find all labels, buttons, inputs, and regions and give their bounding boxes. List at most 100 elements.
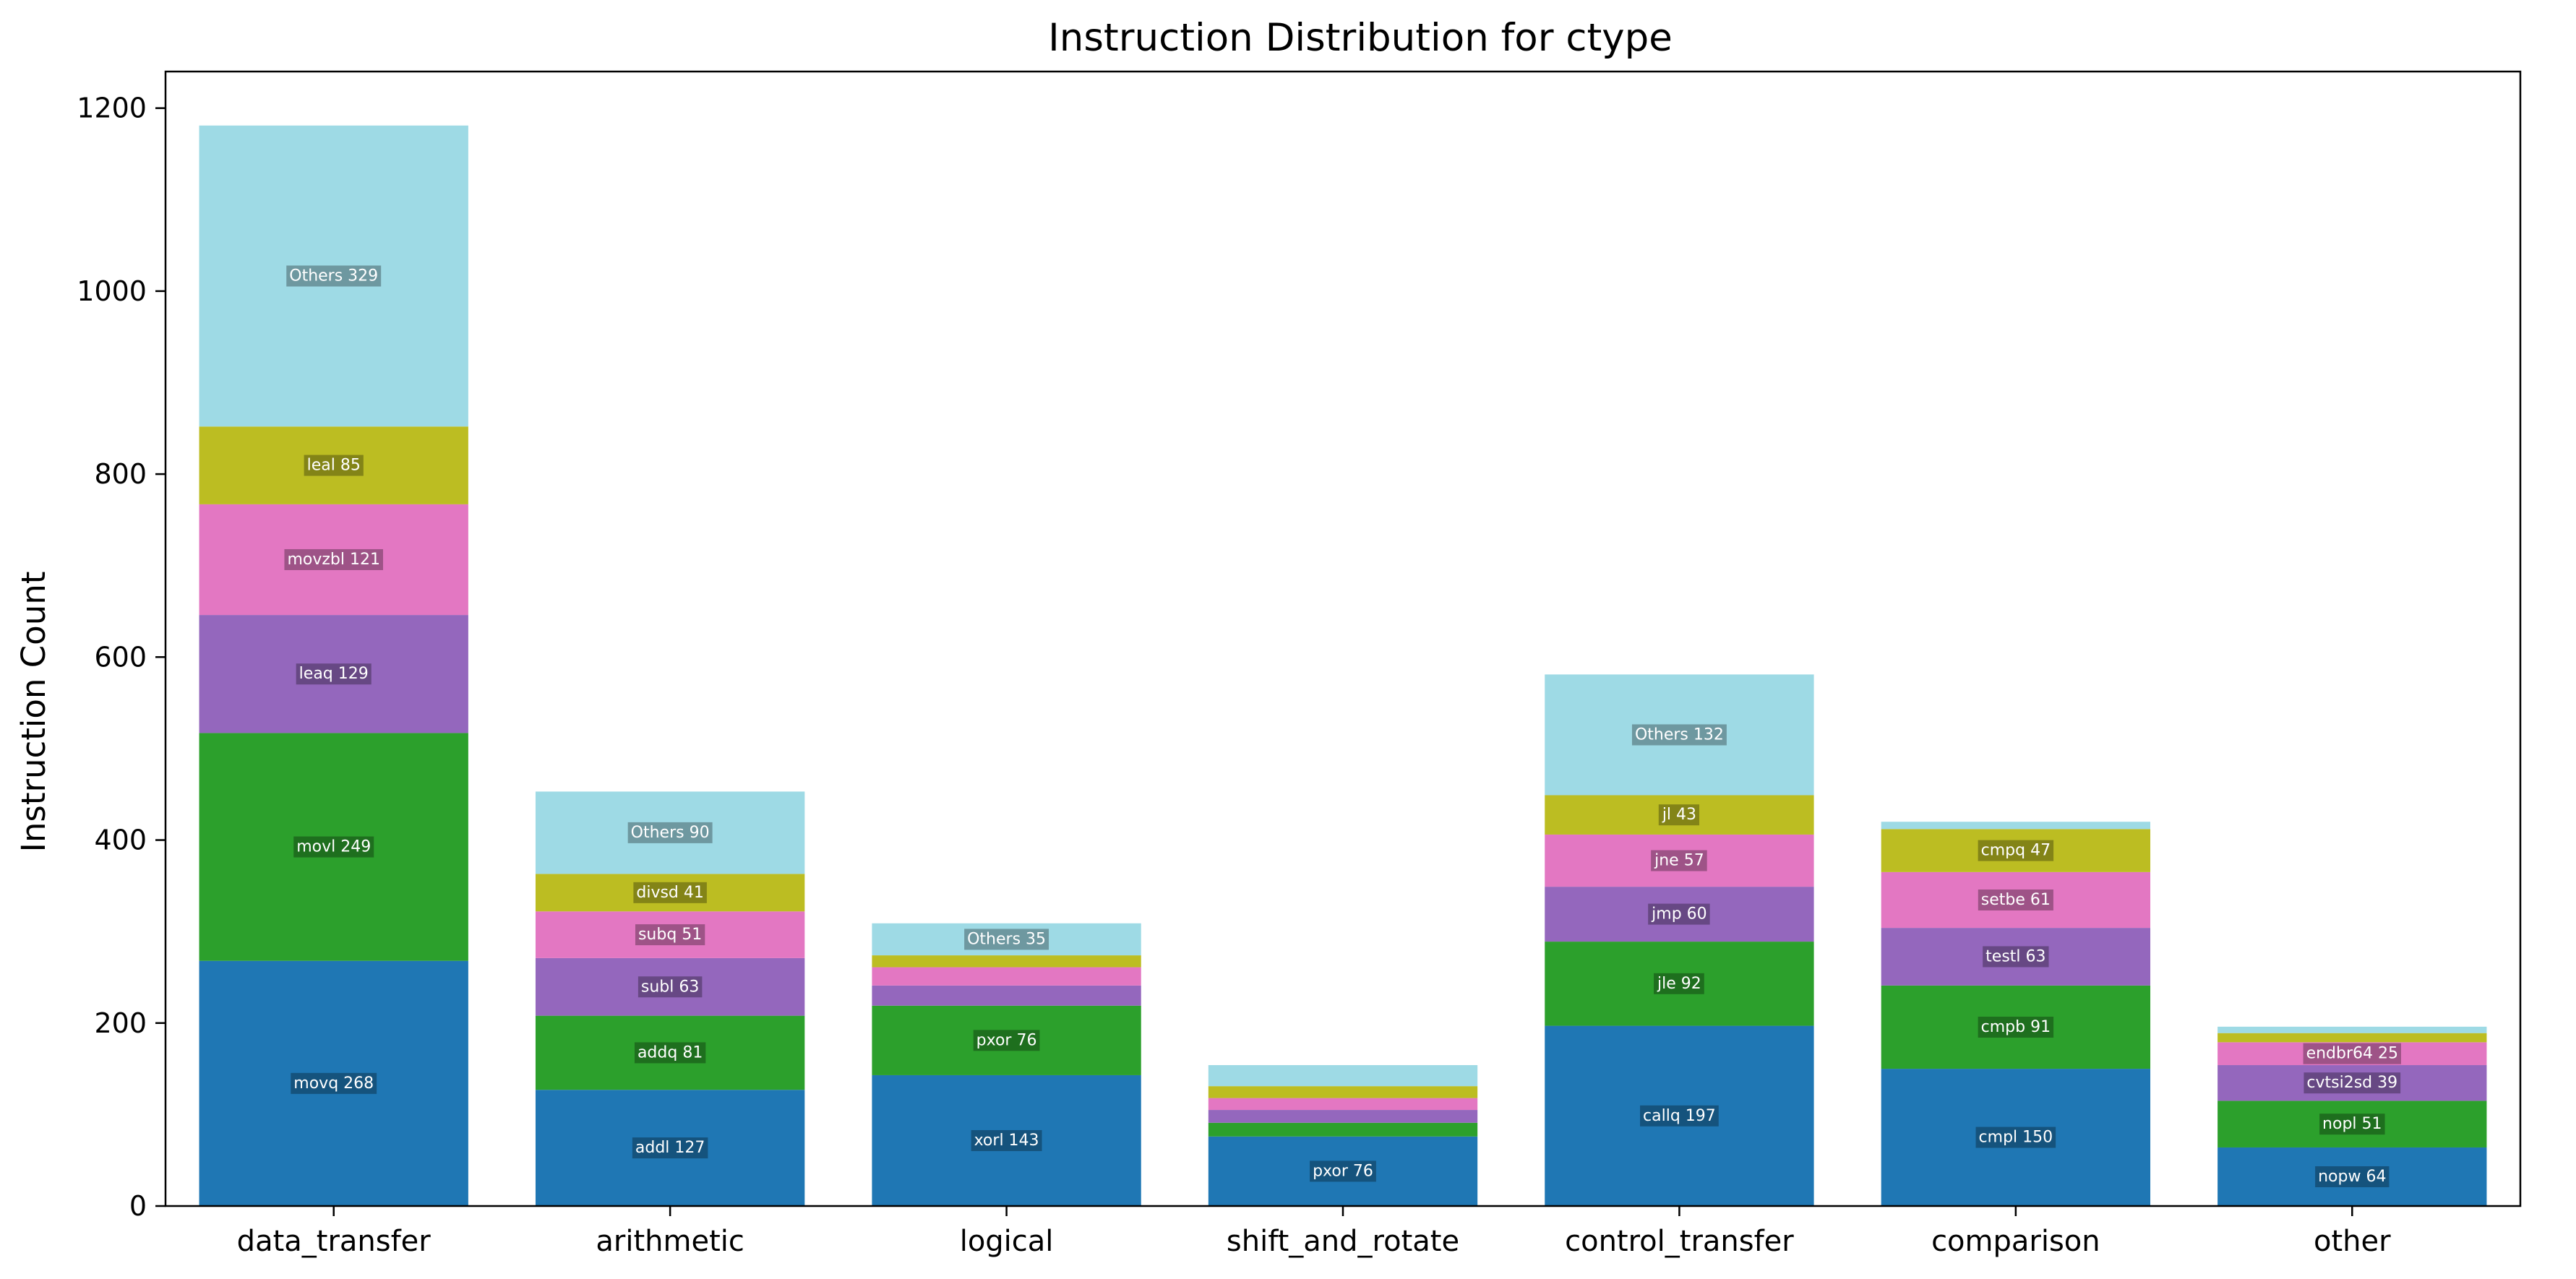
bar-segment-logical-3 xyxy=(872,985,1141,1006)
y-tick-label: 1200 xyxy=(77,92,147,124)
bar-segment-data_transfer-5 xyxy=(199,426,468,504)
bar-segment-control_transfer-6 xyxy=(1545,674,1814,796)
segment-label: jl 43 xyxy=(1662,806,1696,824)
bar-segment-data_transfer-6 xyxy=(199,125,468,427)
segment-label: movzbl 121 xyxy=(287,551,380,569)
segment-label-background xyxy=(1640,1105,1719,1127)
segment-label: nopl 51 xyxy=(2322,1115,2382,1133)
bar-segment-logical-6 xyxy=(872,923,1141,956)
segment-label-background xyxy=(1983,946,2049,968)
segment-label-background xyxy=(973,1030,1040,1051)
segment-label-background xyxy=(293,836,374,858)
bar-segment-other-6 xyxy=(2217,1026,2487,1033)
bar-segment-arithmetic-6 xyxy=(535,791,805,874)
segment-label-background xyxy=(2303,1043,2402,1064)
segment-label: leal 85 xyxy=(307,457,361,475)
bar-segment-comparison-6 xyxy=(1881,822,2151,830)
segment-label: nopw 64 xyxy=(2318,1168,2386,1186)
y-tick-label: 1000 xyxy=(77,275,147,307)
segment-label: cmpb 91 xyxy=(1981,1018,2051,1036)
segment-label: subq 51 xyxy=(638,926,702,944)
segment-label: cvtsi2sd 39 xyxy=(2306,1074,2397,1092)
segment-label: addq 81 xyxy=(637,1043,703,1061)
segment-label: jmp 60 xyxy=(1651,905,1707,923)
segment-label: jle 92 xyxy=(1657,975,1701,993)
segment-label-background xyxy=(1978,1016,2054,1038)
bar-segment-other-2 xyxy=(2217,1101,2487,1147)
segment-label: cmpq 47 xyxy=(1981,842,2051,860)
segment-label-background xyxy=(2315,1166,2390,1187)
bar-segment-control_transfer-2 xyxy=(1545,942,1814,1026)
segment-label-background xyxy=(291,1072,377,1094)
x-tick-label-comparison: comparison xyxy=(1931,1225,2100,1258)
bar-segment-comparison-3 xyxy=(1881,928,2151,986)
segment-label-background xyxy=(1975,1127,2056,1148)
segment-labels-layer: movq 268 movl 249 leaq 129 movzbl 121 leal 8… xyxy=(284,265,2402,1187)
bar-segment-other-4 xyxy=(2217,1042,2487,1066)
bar-segment-shift_and_rotate-1 xyxy=(1208,1136,1478,1206)
x-tick-label-data_transfer: data_transfer xyxy=(237,1225,432,1258)
bar-segment-control_transfer-1 xyxy=(1545,1025,1814,1206)
y-tick-label: 200 xyxy=(94,1007,147,1039)
bar-segment-data_transfer-1 xyxy=(199,960,468,1206)
segment-label-background xyxy=(632,1137,708,1159)
segment-label: pxor 76 xyxy=(976,1031,1037,1049)
segment-label: subl 63 xyxy=(641,978,699,996)
x-tick-label-shift_and_rotate: shift_and_rotate xyxy=(1227,1225,1459,1258)
bar-segment-logical-4 xyxy=(872,967,1141,986)
bar-segment-logical-2 xyxy=(872,1005,1141,1075)
segment-label-background xyxy=(2304,1072,2401,1094)
segment-label: movl 249 xyxy=(296,838,371,856)
bar-segment-comparison-1 xyxy=(1881,1069,2151,1206)
segment-label: cmpl 150 xyxy=(1979,1129,2053,1147)
bar-segment-arithmetic-3 xyxy=(535,957,805,1016)
segment-label-background xyxy=(2319,1114,2385,1135)
bars-layer xyxy=(199,125,2487,1206)
segment-label: endbr64 25 xyxy=(2306,1045,2398,1063)
y-axis-label: Instruction Count xyxy=(14,572,53,853)
bar-segment-control_transfer-3 xyxy=(1545,887,1814,942)
y-tick-label: 600 xyxy=(94,641,147,673)
segment-label-background xyxy=(1310,1160,1376,1182)
segment-label: leaq 129 xyxy=(299,665,369,683)
chart-title: Instruction Distribution for ctype xyxy=(1048,16,1673,60)
bar-segment-shift_and_rotate-2 xyxy=(1208,1122,1478,1137)
bar-segment-other-1 xyxy=(2217,1147,2487,1206)
bar-segment-other-3 xyxy=(2217,1065,2487,1101)
y-tick-label: 0 xyxy=(129,1190,147,1222)
bar-segment-comparison-4 xyxy=(1881,871,2151,929)
bar-segment-shift_and_rotate-5 xyxy=(1208,1086,1478,1098)
segment-label: xorl 143 xyxy=(974,1132,1039,1150)
segment-label-background xyxy=(633,882,707,903)
bar-segment-comparison-5 xyxy=(1881,829,2151,872)
segment-label: testl 63 xyxy=(1985,947,2045,965)
axes-layer: 0 200 400 600 800 1000 1200 data_transfer arithm… xyxy=(77,70,2522,1258)
segment-label: Others 329 xyxy=(289,267,378,285)
bar-segment-data_transfer-2 xyxy=(199,733,468,961)
segment-label-background xyxy=(634,1042,706,1064)
x-tick-label-control_transfer: control_transfer xyxy=(1565,1225,1794,1258)
y-tick-label: 400 xyxy=(94,824,147,856)
segment-label: movq 268 xyxy=(293,1075,374,1093)
x-tick-label-logical: logical xyxy=(960,1225,1054,1258)
segment-label-background xyxy=(296,663,372,685)
segment-label-background xyxy=(1648,903,1710,925)
segment-label-background xyxy=(637,976,703,998)
segment-label-background xyxy=(1978,840,2054,861)
segment-label: Others 90 xyxy=(631,824,710,842)
bar-segment-arithmetic-1 xyxy=(535,1090,805,1206)
segment-label: Others 132 xyxy=(1635,725,1724,744)
bar-segment-control_transfer-4 xyxy=(1545,834,1814,887)
y-tick-label: 800 xyxy=(94,458,147,490)
segment-label-background xyxy=(1631,724,1727,746)
segment-label: setbe 61 xyxy=(1981,891,2051,909)
bar-segment-arithmetic-2 xyxy=(535,1015,805,1090)
bar-segment-data_transfer-3 xyxy=(199,615,468,733)
segment-label-background xyxy=(1651,850,1707,871)
bar-segment-data_transfer-4 xyxy=(199,504,468,616)
bar-segment-logical-5 xyxy=(872,955,1141,968)
segment-label-background xyxy=(971,1129,1042,1151)
segment-label-background xyxy=(304,455,364,476)
bar-segment-shift_and_rotate-6 xyxy=(1208,1065,1478,1087)
